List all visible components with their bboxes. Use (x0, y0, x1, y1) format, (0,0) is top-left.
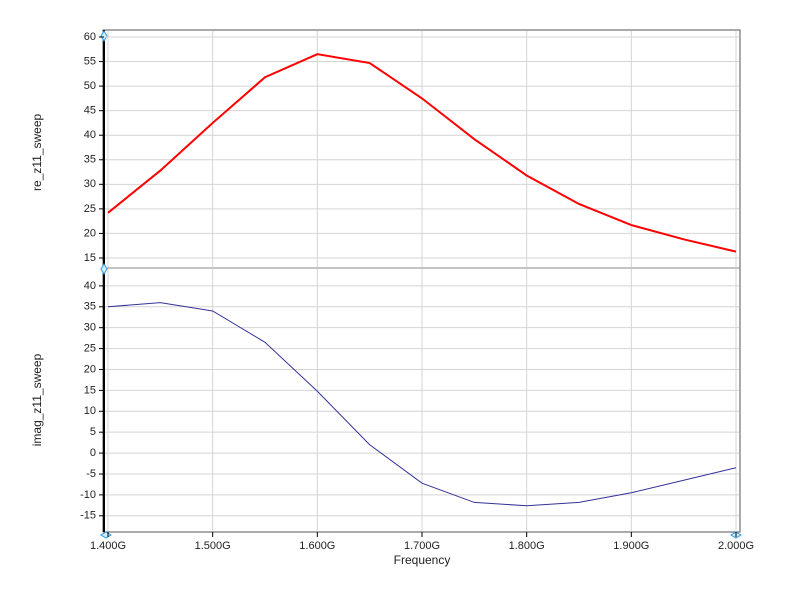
y-axis-label: re_z11_sweep (30, 113, 44, 190)
y-tick-label: 0 (90, 447, 96, 459)
x-tick-label: 1.900G (613, 540, 649, 552)
y-axis-label: imag_z11_sweep (30, 353, 44, 446)
y-tick-label: -15 (80, 510, 96, 522)
x-tick-label: 2.000G (718, 540, 754, 552)
x-tick-label: 1.600G (299, 540, 335, 552)
y-tick-label: 55 (84, 55, 96, 67)
x-axis-label: Frequency (394, 553, 451, 567)
x-tick-label: 1.800G (509, 540, 545, 552)
y-tick-label: 35 (84, 301, 96, 313)
y-tick-label: 60 (84, 31, 96, 43)
x-tick-label: 1.500G (195, 540, 231, 552)
y-tick-label: 25 (84, 203, 96, 215)
x-tick-label: 1.700G (404, 540, 440, 552)
y-tick-label: 10 (84, 405, 96, 417)
y-tick-label: 20 (84, 227, 96, 239)
y-tick-label: 45 (84, 105, 96, 117)
y-tick-label: 15 (84, 252, 96, 264)
y-tick-label: 30 (84, 178, 96, 190)
y-tick-label: 20 (84, 363, 96, 375)
y-tick-label: 25 (84, 342, 96, 354)
y-tick-label: 35 (84, 154, 96, 166)
handle (100, 531, 112, 539)
y-tick-label: 40 (84, 280, 96, 292)
data-line (107, 302, 737, 507)
handles (100, 30, 742, 539)
y-tick-label: -10 (80, 489, 96, 501)
data-line (107, 53, 737, 253)
handle (100, 30, 108, 42)
y-tick-label: -5 (86, 468, 96, 480)
y-tick-label: 50 (84, 80, 96, 92)
handle (100, 263, 108, 275)
y-tick-label: 40 (84, 129, 96, 141)
y-tick-label: 30 (84, 322, 96, 334)
x-tick-label: 1.400G (90, 540, 126, 552)
y-tick-label: 15 (84, 384, 96, 396)
y-tick-label: 5 (90, 426, 96, 438)
